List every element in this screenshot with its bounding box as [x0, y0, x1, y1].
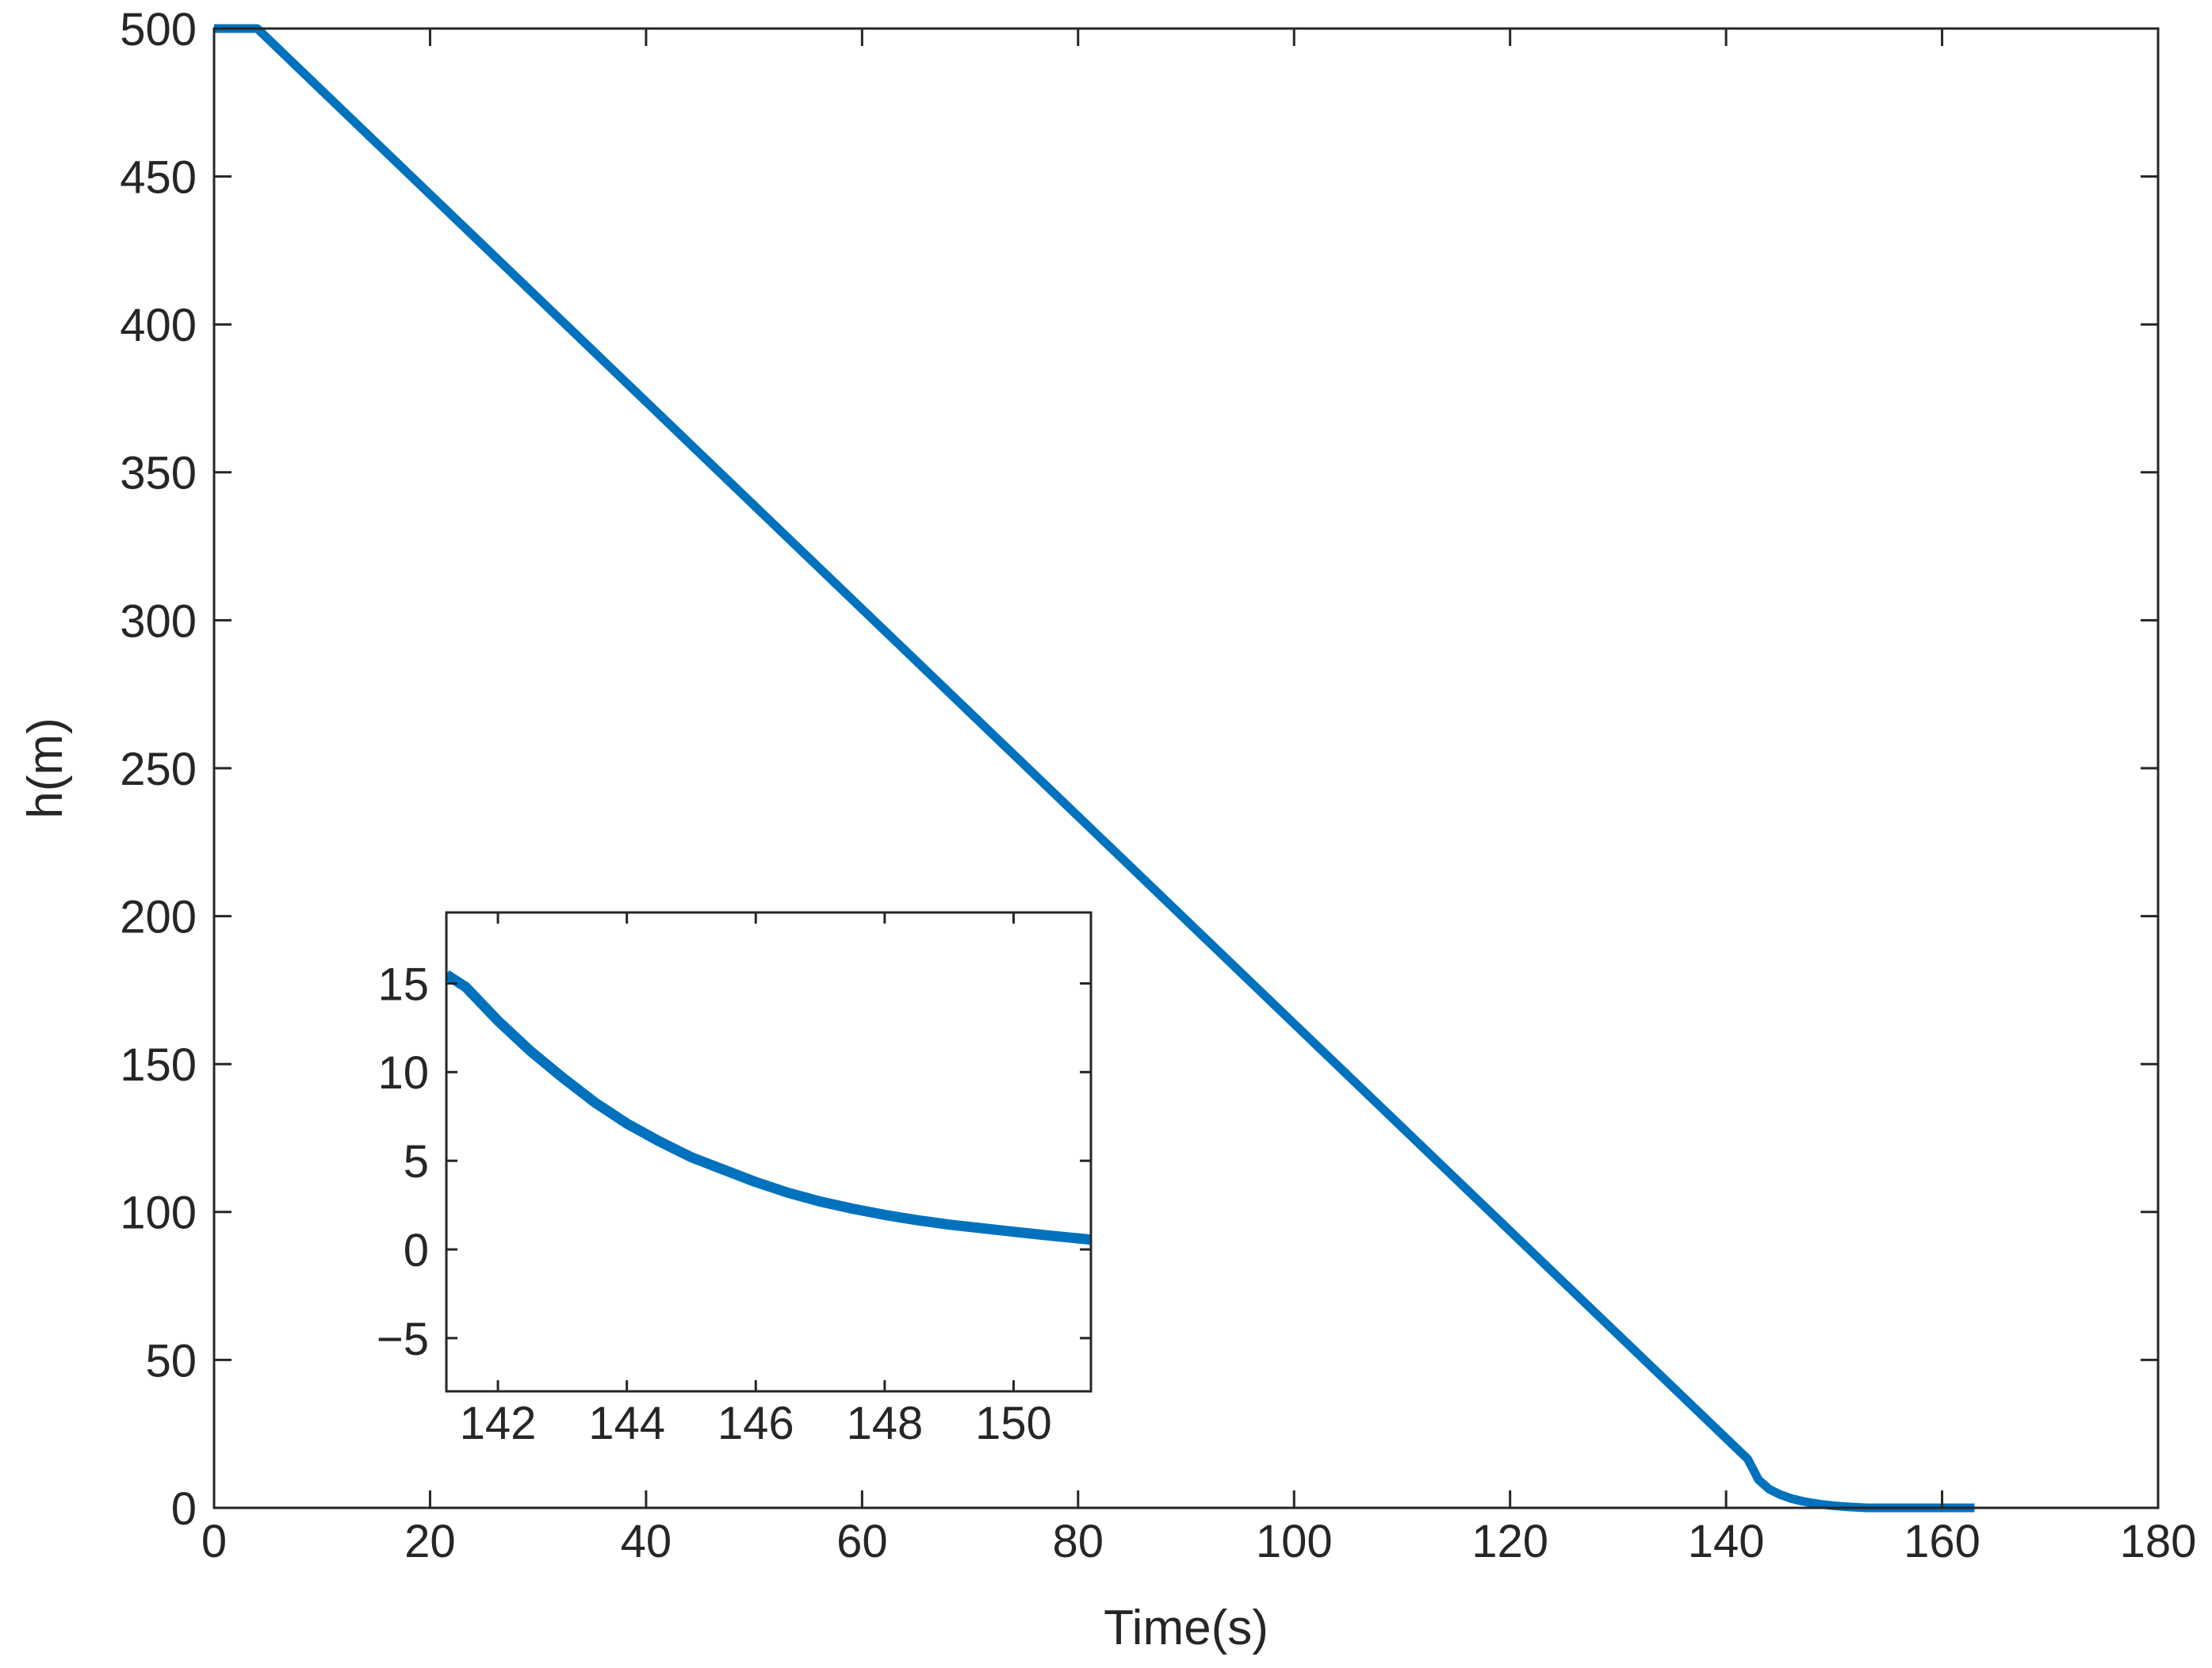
- inset-x-tick-label: 142: [460, 1398, 537, 1449]
- inset-x-tick-label: 150: [975, 1398, 1052, 1449]
- main-x-tick-label: 60: [836, 1516, 888, 1567]
- main-y-tick-label: 200: [120, 891, 197, 943]
- main-y-tick-label: 250: [120, 744, 197, 795]
- inset-y-tick-label: −5: [377, 1314, 429, 1365]
- main-y-axis-label: h(m): [18, 717, 73, 818]
- inset-axes-frame: [445, 911, 1093, 1393]
- main-x-axis-label: Time(s): [1104, 1601, 1269, 1655]
- main-y-tick-label: 50: [145, 1335, 197, 1387]
- inset-series-line: [446, 970, 1091, 1245]
- main-y-tick-label: 400: [120, 300, 197, 351]
- inset-plot-area: [446, 970, 1091, 1245]
- inset-x-tick-label: 146: [718, 1398, 794, 1449]
- main-y-tick-label: 300: [120, 595, 197, 647]
- inset-y-tick-label: 15: [377, 958, 429, 1010]
- main-x-tick-label: 80: [1053, 1516, 1104, 1567]
- inset-background: [446, 912, 1091, 1391]
- main-x-tick-label: 160: [1904, 1516, 1980, 1567]
- main-y-tick-label: 150: [120, 1039, 197, 1091]
- main-x-tick-label: 120: [1471, 1516, 1548, 1567]
- inset-x-tick-label: 148: [846, 1398, 923, 1449]
- main-x-tick-label: 180: [2120, 1516, 2197, 1567]
- inset-tick-labels: 142 144 146 148 150 −5 0 5 10 15: [377, 958, 1052, 1449]
- main-axes: 0 20 40 60 80 100 120 140 160 1800501001502002503…: [18, 4, 2196, 1655]
- inset-ticks: [446, 912, 1091, 1391]
- inset-x-tick-label: 144: [588, 1398, 665, 1449]
- main-tick-labels: 0 20 40 60 80 100 120 140 160 1800501001502002503…: [120, 4, 2196, 1567]
- main-y-tick-label: 0: [171, 1483, 197, 1535]
- main-x-tick-label: 100: [1256, 1516, 1333, 1567]
- main-x-tick-label: 140: [1688, 1516, 1765, 1567]
- inset-axes: 142 144 146 148 150 −5 0 5 10 15: [377, 911, 1093, 1449]
- main-y-tick-label: 450: [120, 151, 197, 203]
- inset-y-tick-label: 10: [377, 1047, 429, 1099]
- inset-y-tick-label: 5: [404, 1136, 429, 1188]
- inset-y-tick-label: 0: [404, 1225, 429, 1276]
- main-y-tick-label: 500: [120, 4, 197, 55]
- main-x-tick-label: 20: [404, 1516, 456, 1567]
- main-y-tick-label: 350: [120, 448, 197, 499]
- main-axes-frame: [212, 27, 2160, 1509]
- main-y-tick-label: 100: [120, 1188, 197, 1239]
- main-x-tick-label: 0: [201, 1516, 227, 1567]
- main-x-tick-label: 40: [621, 1516, 672, 1567]
